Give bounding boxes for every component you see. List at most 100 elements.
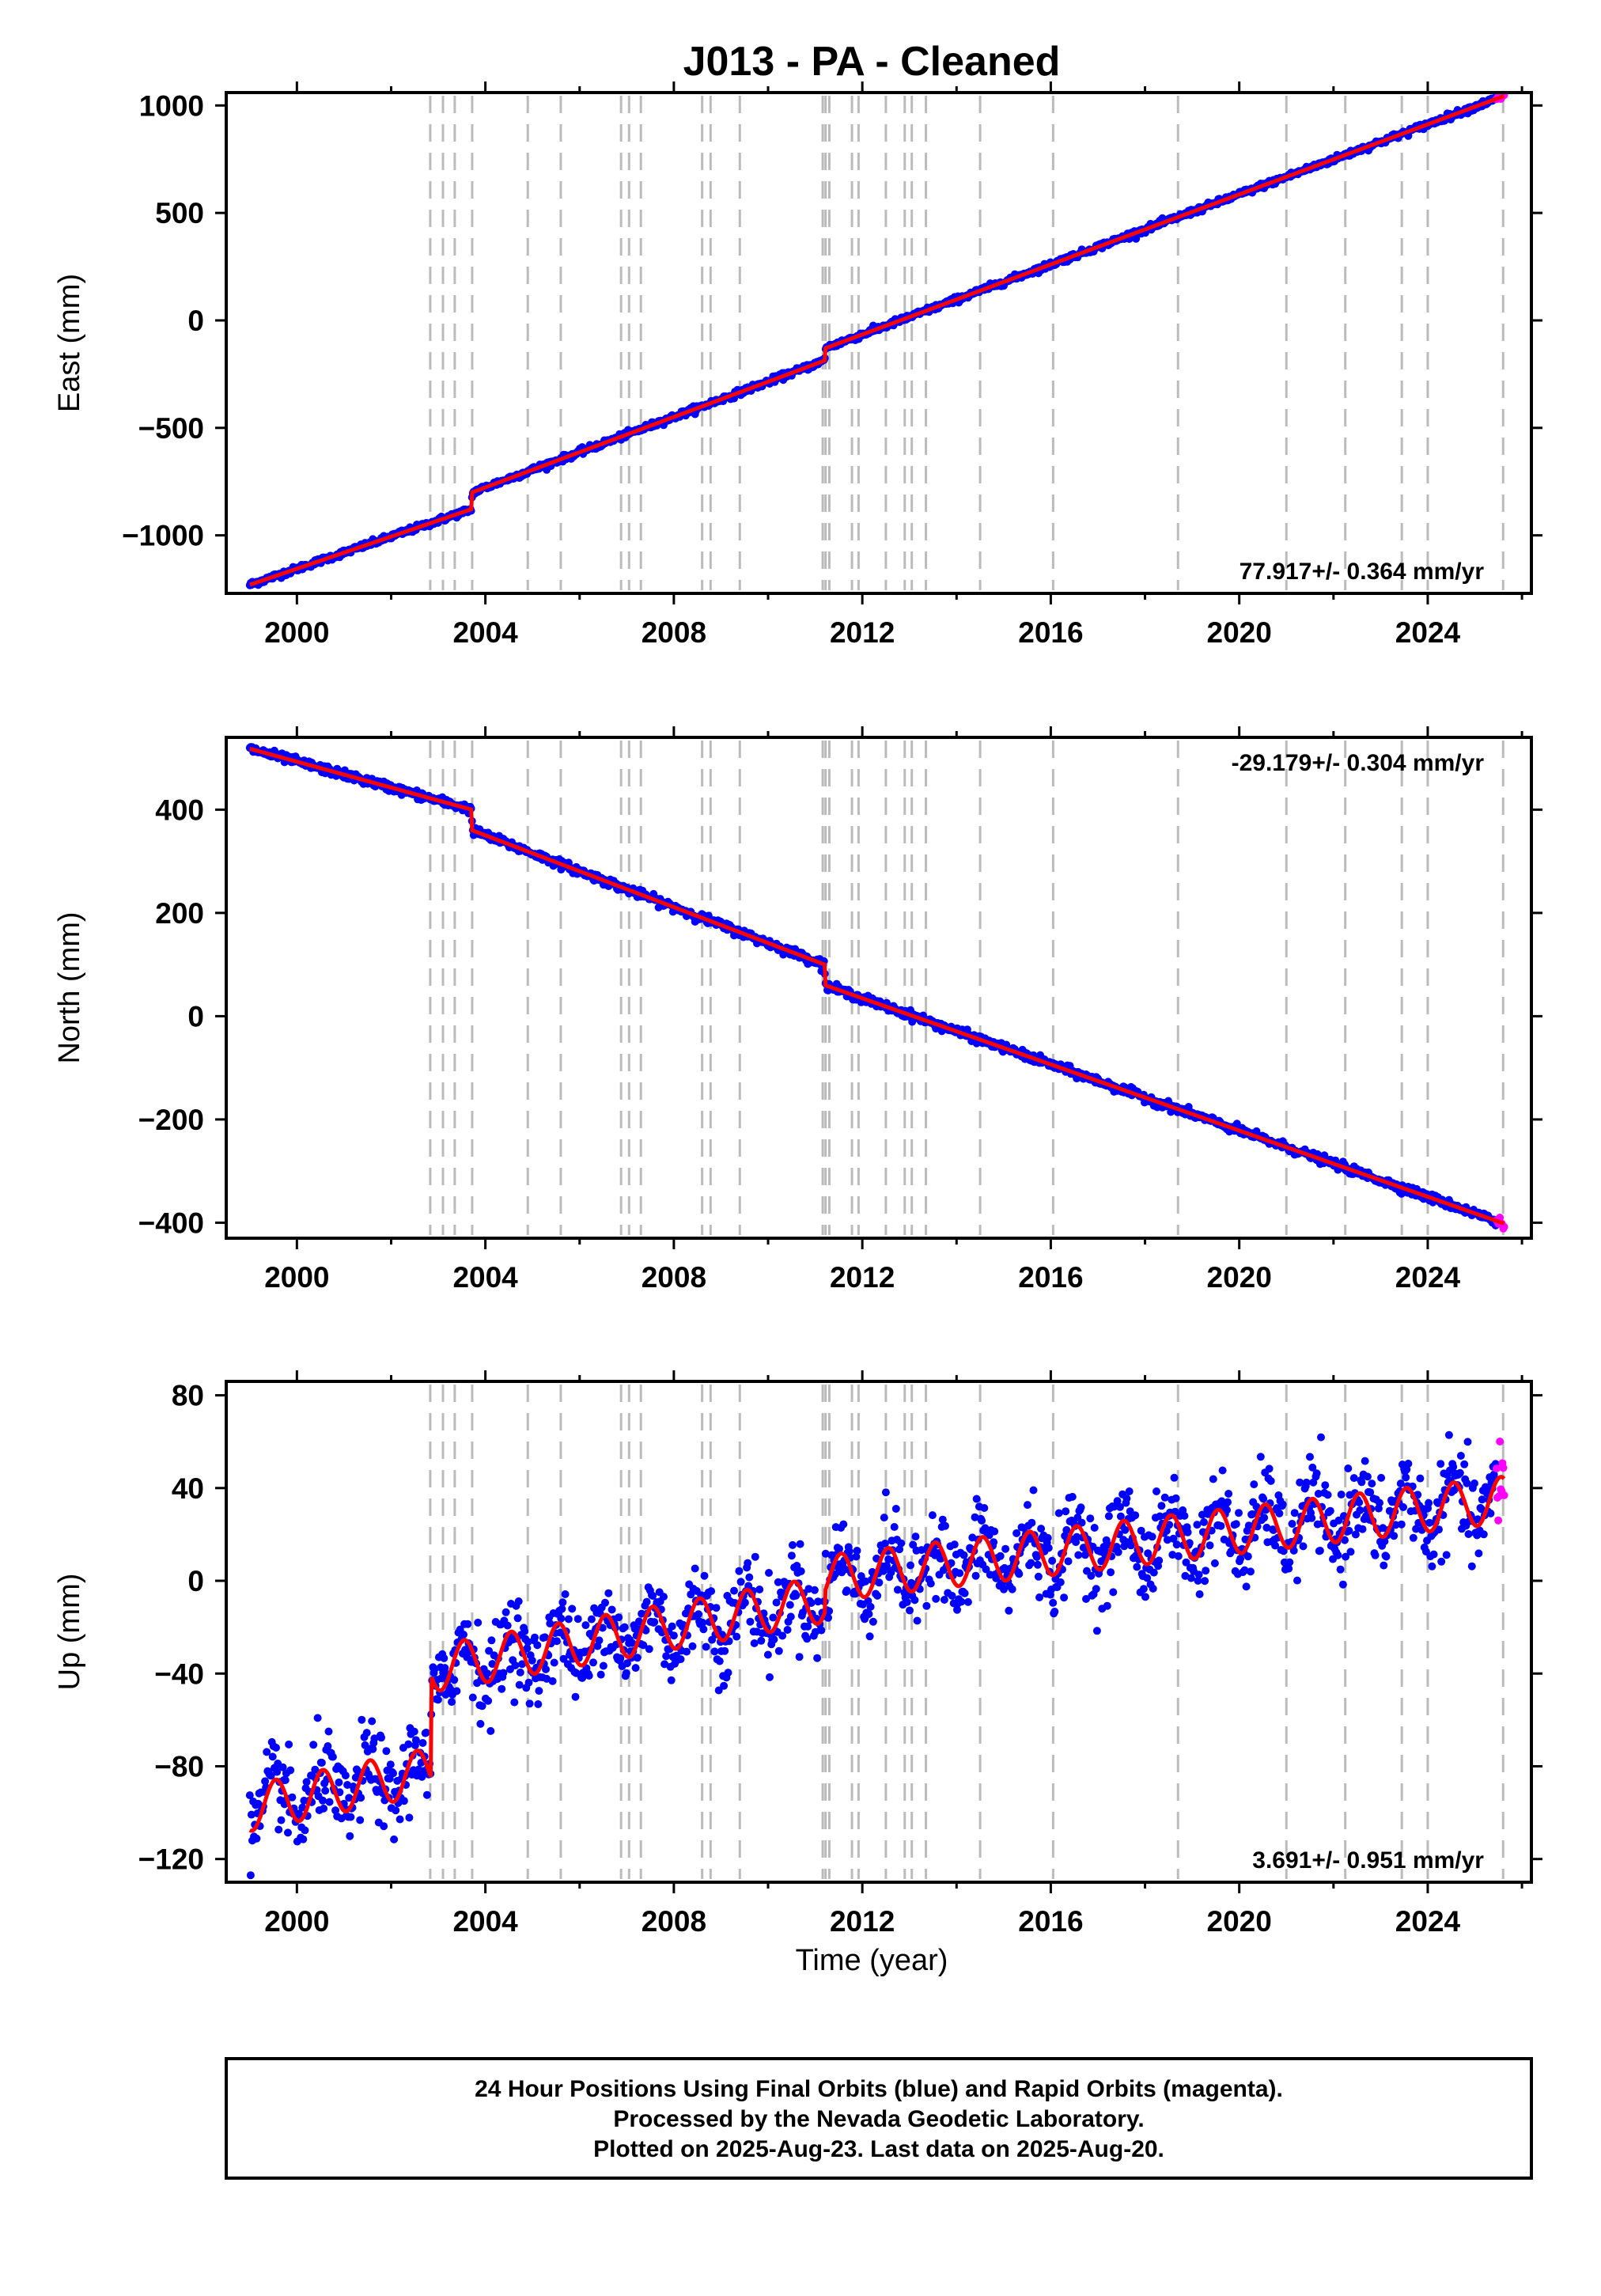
final-point [483,1669,491,1678]
final-point [1137,1526,1145,1535]
final-point [1073,1533,1081,1541]
final-point [972,1495,981,1503]
final-point [346,1832,354,1840]
final-point [710,1647,719,1656]
final-point [331,1806,340,1815]
final-point [1345,1526,1353,1535]
final-point [1160,1493,1169,1502]
x-tick-label: 2016 [1018,616,1083,649]
final-point [535,1687,543,1695]
final-point [346,1813,355,1821]
final-point [1302,1478,1311,1487]
final-point [1363,1472,1372,1481]
final-point [516,1668,524,1677]
final-point [335,1778,343,1786]
final-point [1092,1627,1101,1635]
final-point [1125,1487,1134,1495]
final-point [1425,1518,1434,1527]
final-point [1390,1532,1399,1540]
x-tick-label: 2024 [1395,1905,1461,1938]
final-point [324,1742,332,1750]
final-point [604,1589,613,1597]
final-point [513,1614,522,1623]
final-point [813,1654,822,1662]
final-point [730,1586,738,1595]
final-point [370,1734,379,1743]
final-point [669,1631,678,1640]
y-tick-label: 80 [172,1380,204,1412]
step-lines [429,741,1504,1235]
final-point [1306,1453,1314,1461]
final-point [757,1636,766,1645]
final-point [1143,1574,1152,1582]
final-point [581,1621,590,1630]
final-point [288,1793,297,1802]
final-point [1477,1505,1486,1514]
final-point [328,1752,337,1761]
final-point [1056,1578,1065,1586]
final-point [1366,1488,1375,1497]
final-point [1399,1503,1407,1511]
final-point [971,1513,979,1521]
final-point [792,1591,800,1600]
final-point [1126,1541,1135,1550]
rapid-point [1499,1464,1508,1472]
final-point [1210,1559,1219,1567]
final-point [411,1736,420,1745]
final-point [542,1665,550,1673]
final-point [712,1604,721,1612]
final-point [1109,1588,1118,1597]
final-point [1467,1562,1476,1570]
final-point [698,1619,707,1627]
final-point [392,1806,400,1815]
final-point [1321,1481,1330,1490]
final-point [501,1608,510,1616]
final-point [662,1652,671,1661]
final-point [736,1578,745,1586]
final-point [911,1533,920,1541]
final-point [650,1618,659,1627]
final-point [1169,1534,1178,1543]
final-point [1077,1518,1086,1527]
final-point [345,1794,354,1802]
final-point [1202,1567,1210,1575]
final-point [825,1607,834,1616]
x-tick-label: 2016 [1018,1261,1083,1294]
final-point [343,1781,352,1789]
final-point [707,1587,716,1596]
final-point [1122,1495,1131,1502]
final-point [245,1791,254,1800]
final-point [720,1681,729,1690]
final-point [598,1623,607,1632]
final-point [744,1559,752,1567]
final-point [1174,1552,1183,1560]
final-point [499,1669,508,1677]
final-point [1236,1555,1245,1563]
final-point [1218,1466,1227,1475]
final-point [559,1654,568,1663]
x-tick-label: 2008 [642,616,706,649]
final-point [1437,1557,1446,1566]
final-point [1478,1495,1486,1504]
final-point [1244,1521,1253,1530]
final-point [540,1633,549,1642]
final-point [1200,1517,1208,1526]
final-point [622,1669,630,1677]
final-point [484,1696,493,1705]
final-point [880,1540,889,1548]
final-point [301,1826,309,1835]
final-point [596,1670,605,1679]
final-point [514,1597,523,1605]
final-point [552,1637,561,1646]
final-point [1425,1498,1433,1507]
final-point [1027,1559,1035,1567]
y-tick-label: −1000 [122,520,204,552]
final-point [1131,1511,1140,1520]
final-point [1260,1514,1269,1522]
final-point [714,1686,723,1695]
y-axis-label: North (mm) [53,911,86,1063]
x-tick-label: 2004 [452,1261,518,1294]
north-panel: 2000 2004 2008 2012 2016 2020 2024−400−2000200… [53,726,1542,1294]
final-point [1460,1460,1469,1468]
